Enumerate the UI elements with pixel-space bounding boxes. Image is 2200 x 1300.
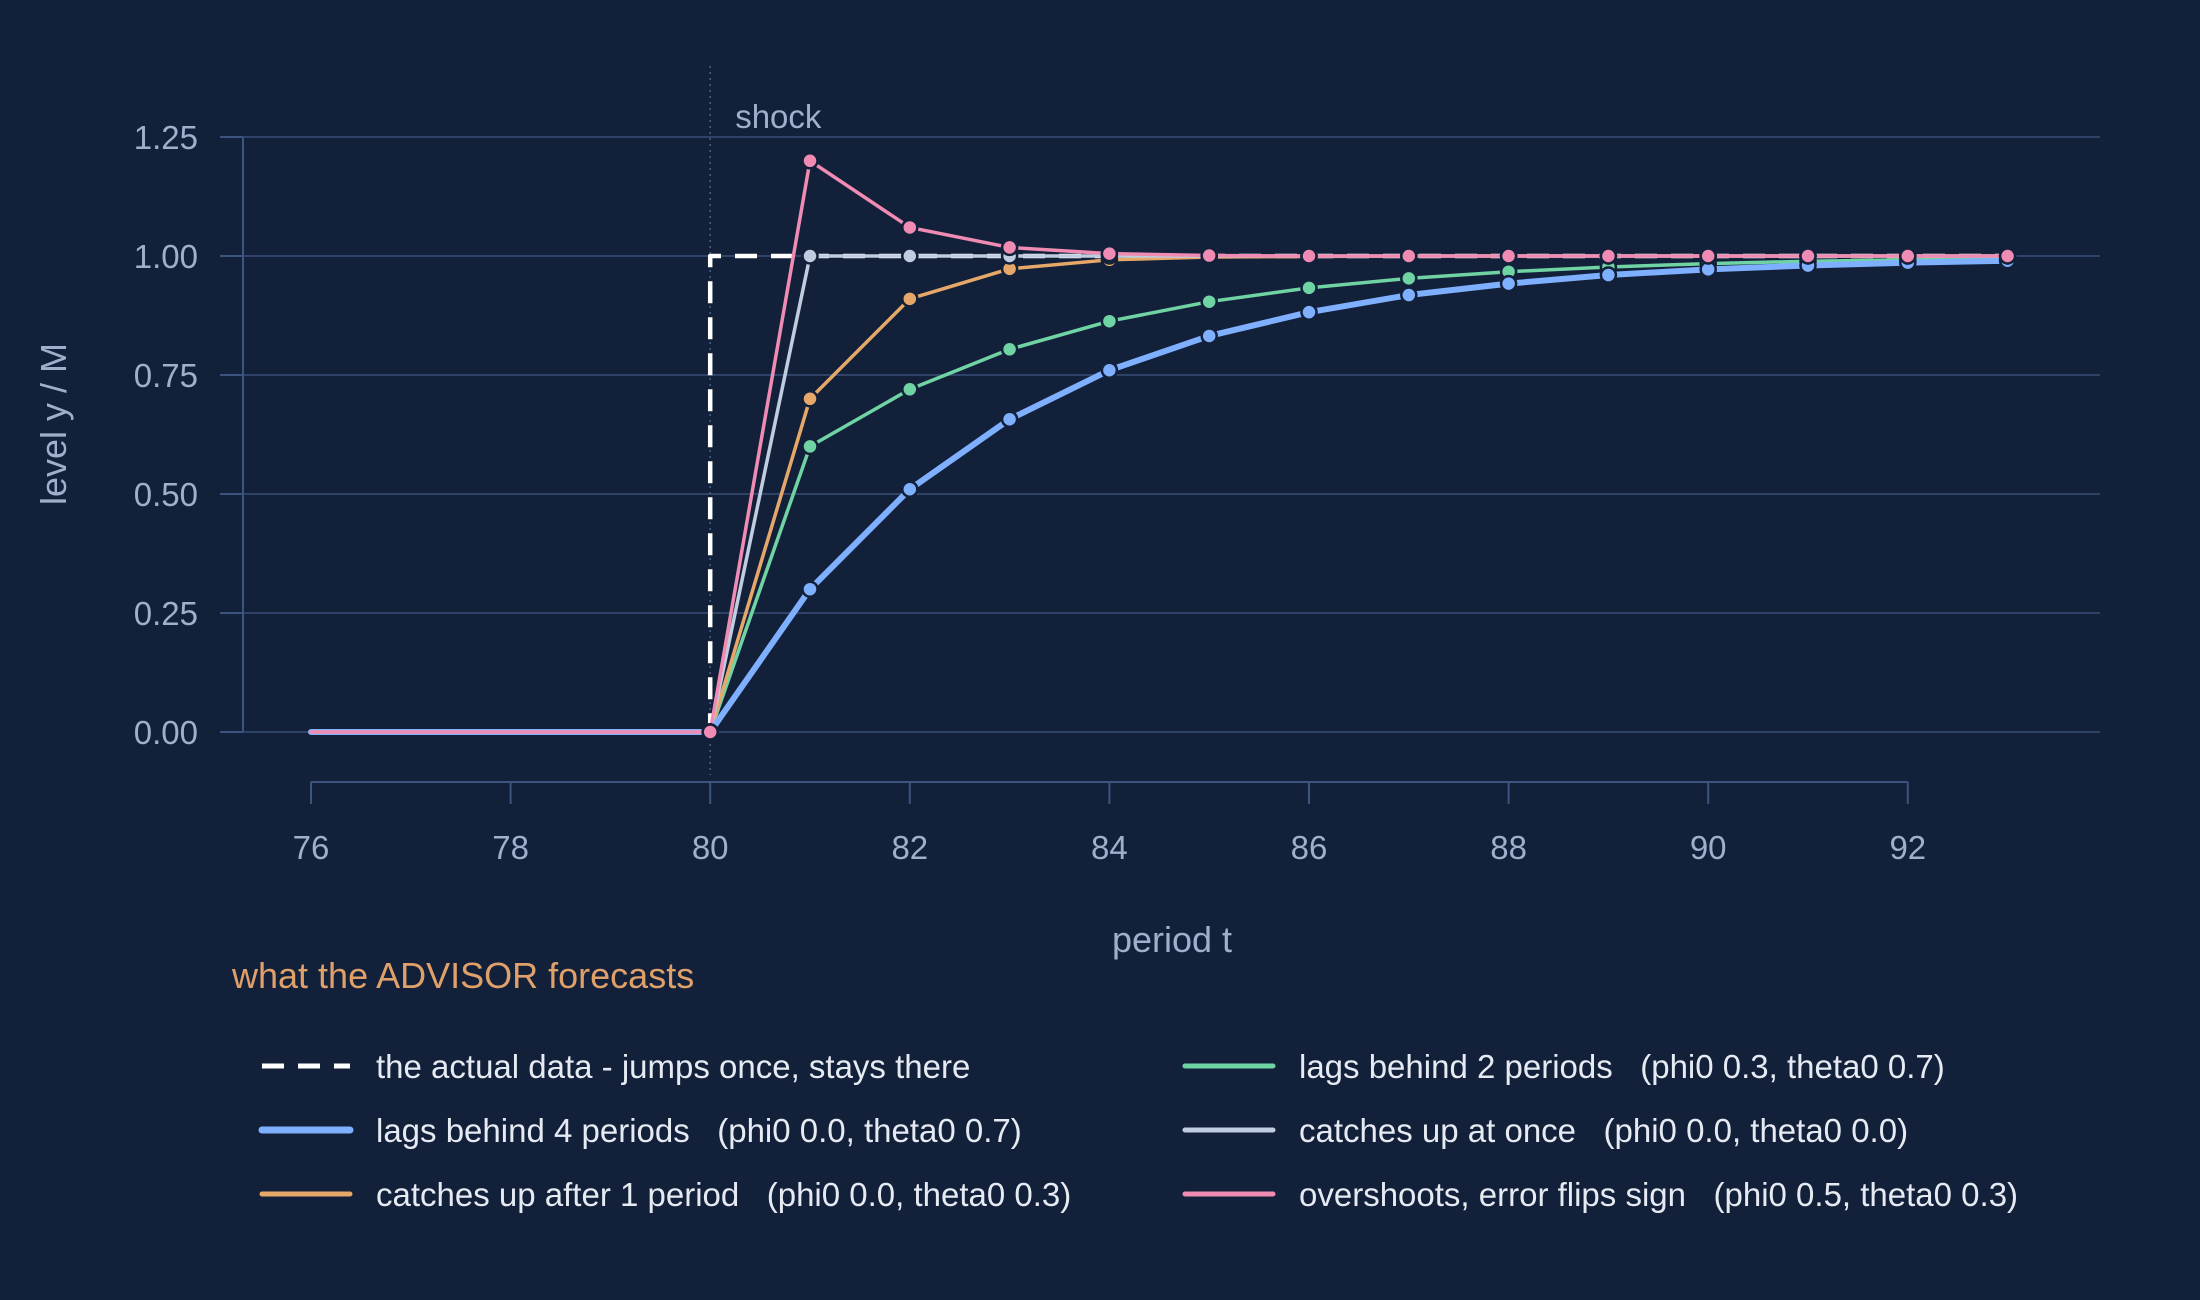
series-line-5 [309,159,2010,734]
data-point-1 [1499,274,1518,293]
y-tick-label: 0.50 [134,476,198,513]
data-point-1 [1100,361,1119,379]
data-point-5 [1200,246,1218,265]
data-point-5 [1599,247,1618,265]
data-point-4 [901,247,919,265]
shock-label: shock [735,98,822,135]
legend-label-4: catches up at once (phi0 0.0, theta0 0.0… [1299,1112,1908,1149]
x-tick-label: 92 [1889,829,1926,866]
data-point-1 [1599,266,1618,284]
legend-label-5: overshoots, error flips sign (phi0 0.5, … [1299,1176,2018,1213]
y-tick-label: 1.25 [134,119,198,156]
y-tick-label: 0.75 [134,357,198,394]
data-point-5 [1998,247,2017,265]
data-point-5 [901,218,919,237]
legend-label-2: catches up after 1 period (phi0 0.0, the… [376,1176,1071,1213]
data-point-5 [1100,244,1119,263]
y-axis-title: level y / M [33,343,74,505]
data-point-5 [1000,238,1019,257]
data-point-5 [1899,247,1917,265]
data-point-1 [1400,286,1418,304]
data-point-5 [1799,247,1817,265]
data-point-3 [1200,292,1218,311]
data-point-1 [1000,410,1019,429]
data-point-2 [901,290,919,308]
x-tick-label: 88 [1490,829,1527,866]
y-tick-label: 1.00 [134,238,198,275]
data-point-3 [1300,279,1318,297]
data-point-3 [801,437,819,456]
data-point-5 [701,723,719,741]
annotation: shock [709,66,822,775]
legend-label-1: lags behind 4 periods (phi0 0.0, theta0 … [376,1112,1022,1149]
data-point-5 [1400,247,1418,265]
legend-title: what the ADVISOR forecasts [231,955,694,996]
x-tick-label: 76 [293,829,330,866]
data-point-1 [1200,327,1218,345]
y-tick-label: 0.25 [134,595,198,632]
y-tick-label: 0.00 [134,714,198,751]
data-point-3 [1400,269,1418,288]
data-point-1 [1300,303,1318,321]
data-point-5 [1699,247,1717,265]
x-tick-label: 82 [891,829,928,866]
data-point-5 [801,152,819,170]
data-point-3 [901,380,919,399]
data-point-3 [1000,340,1019,359]
data-point-2 [801,390,819,408]
x-tick-label: 84 [1091,829,1128,866]
x-tick-label: 90 [1690,829,1727,866]
data-point-5 [1499,247,1518,265]
data-point-5 [1300,247,1318,265]
data-point-1 [801,580,819,598]
series-points [701,152,2017,741]
legend-label-0: the actual data - jumps once, stays ther… [376,1048,970,1085]
x-tick-label: 86 [1291,829,1328,866]
axes: 0.00 0.25 0.50 0.75 1.00 1.25 76 78 80 82 84 86 88 90… [134,119,1926,866]
x-axis-title: period t [1112,919,1232,960]
data-point-3 [1100,312,1119,330]
data-point-4 [801,247,819,265]
legend: the actual data - jumps once, stays ther… [258,1048,2018,1213]
legend-label-3: lags behind 2 periods (phi0 0.3, theta0 … [1299,1048,1945,1085]
x-tick-label: 78 [492,829,529,866]
x-tick-label: 80 [692,829,729,866]
data-point-1 [901,480,919,498]
